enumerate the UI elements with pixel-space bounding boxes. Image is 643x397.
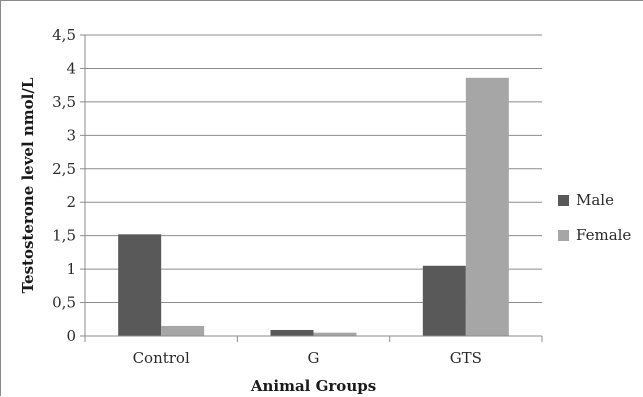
legend-swatch-female xyxy=(558,230,569,241)
x-category-label: Control xyxy=(133,349,190,367)
y-axis-title: Testosterone level nmol/L xyxy=(19,77,37,293)
bar-female-g xyxy=(313,332,357,336)
legend-label-female: Female xyxy=(576,226,631,244)
bar-male-control xyxy=(118,234,162,336)
y-tick-label: 1,5 xyxy=(52,227,76,245)
y-tick-label: 0 xyxy=(66,327,76,345)
x-axis-title: Animal Groups xyxy=(250,377,376,395)
y-tick-label: 3 xyxy=(66,126,76,144)
axes: 0 0,5 1 1,5 2 2,5 3 3,5 4 4,5 Control G GTS xyxy=(52,26,543,367)
bars xyxy=(118,77,509,336)
bar-male-gts xyxy=(422,265,466,336)
bar-female-gts xyxy=(465,77,509,336)
bar-male-g xyxy=(270,329,314,336)
y-tick-label: 2,5 xyxy=(52,160,76,178)
gridlines xyxy=(85,34,542,304)
x-category-label: G xyxy=(308,349,320,367)
legend-label-male: Male xyxy=(576,191,614,209)
y-tick-label: 1 xyxy=(66,260,76,278)
x-category-label: GTS xyxy=(450,349,482,367)
bar-female-control xyxy=(161,325,205,336)
y-tick-label: 3,5 xyxy=(52,93,76,111)
y-tick-label: 2 xyxy=(66,193,76,211)
y-tick-label: 4,5 xyxy=(52,26,76,44)
legend-swatch-male xyxy=(558,195,569,206)
legend: Male Female xyxy=(558,191,631,244)
y-tick-label: 0,5 xyxy=(52,294,76,312)
y-tick-label: 4 xyxy=(66,59,76,77)
